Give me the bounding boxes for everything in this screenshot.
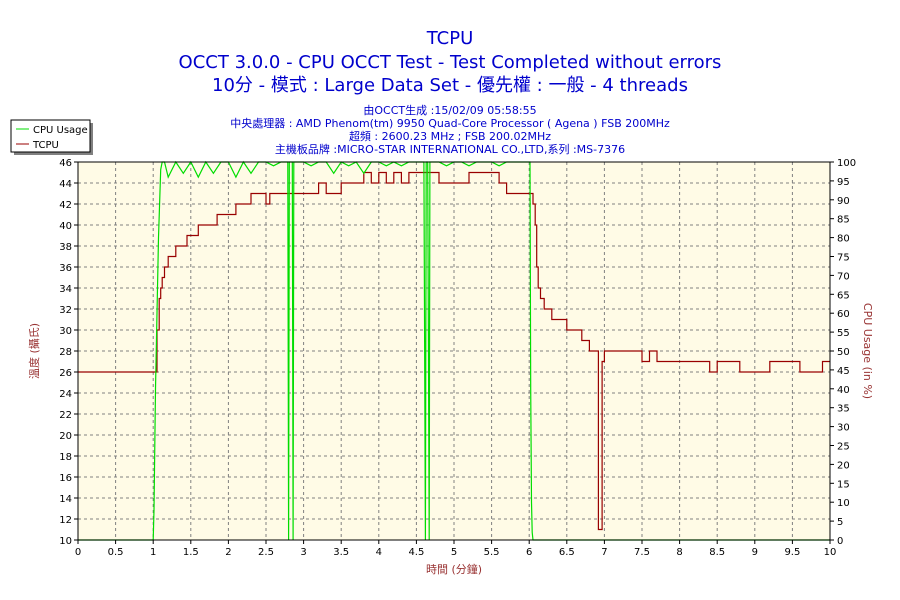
chart-title: TCPU — [426, 28, 474, 49]
y-right-tick-label: 35 — [837, 404, 850, 415]
legend-label-cpu-usage: CPU Usage — [33, 125, 88, 136]
x-tick-label: 8 — [676, 547, 682, 558]
y-left-tick-label: 26 — [59, 368, 72, 379]
y-left-tick-label: 40 — [59, 221, 72, 232]
y-right-tick-label: 10 — [837, 498, 850, 509]
x-tick-label: 0.5 — [108, 547, 124, 558]
y-left-tick-label: 24 — [59, 389, 72, 400]
x-tick-label: 8.5 — [709, 547, 725, 558]
y-left-tick-label: 28 — [59, 347, 72, 358]
ticks: 0 0.5 1 1.5 2 2.5 3 3.5 4 4.5 5 5.5 6 6.5 7 7.5 8 8.5 9 9.5… — [59, 158, 856, 558]
y-right-tick-label: 85 — [837, 215, 850, 226]
y-left-tick-label: 20 — [59, 431, 72, 442]
x-axis-title: 時間 (分鐘) — [426, 562, 482, 576]
x-tick-label: 4.5 — [408, 547, 424, 558]
y-right-tick-label: 80 — [837, 234, 850, 245]
y-right-tick-label: 90 — [837, 196, 850, 207]
y-left-tick-label: 16 — [59, 473, 72, 484]
x-tick-label: 6 — [526, 547, 532, 558]
x-tick-label: 2 — [225, 547, 231, 558]
x-tick-label: 5.5 — [484, 547, 500, 558]
y-right-tick-label: 50 — [837, 347, 850, 358]
y-left-tick-label: 22 — [59, 410, 72, 421]
legend: CPU Usage TCPU — [10, 119, 93, 155]
y-left-tick-label: 44 — [59, 179, 72, 190]
y-left-tick-label: 34 — [59, 284, 72, 295]
y-left-tick-label: 38 — [59, 242, 72, 253]
y-right-tick-label: 5 — [837, 517, 843, 528]
y-right-tick-label: 55 — [837, 328, 850, 339]
y-left-tick-label: 18 — [59, 452, 72, 463]
y-left-tick-label: 14 — [59, 494, 72, 505]
y-right-tick-label: 100 — [837, 158, 856, 169]
y-right-tick-label: 40 — [837, 385, 850, 396]
y-left-tick-label: 32 — [59, 305, 72, 316]
x-tick-label: 3.5 — [333, 547, 349, 558]
y-left-tick-label: 36 — [59, 263, 72, 274]
x-tick-label: 4 — [376, 547, 382, 558]
y-left-tick-label: 30 — [59, 326, 72, 337]
y-axis-left-title: 溫度 (攝氏) — [27, 323, 41, 379]
chart-subtitle: OCCT 3.0.0 - CPU OCCT Test - Test Comple… — [179, 52, 722, 73]
x-tick-label: 6.5 — [559, 547, 575, 558]
y-right-tick-label: 75 — [837, 253, 850, 264]
x-tick-label: 1 — [150, 547, 156, 558]
y-right-tick-label: 70 — [837, 271, 850, 282]
y-right-tick-label: 15 — [837, 479, 850, 490]
legend-label-tcpu: TCPU — [32, 140, 59, 151]
x-tick-label: 3 — [300, 547, 306, 558]
info-generated: 由OCCT生成 :15/02/09 05:58:55 — [363, 103, 536, 117]
chart-subtitle-2: 10分 - 模式 : Large Data Set - 優先權 : 一般 - 4… — [212, 75, 688, 96]
x-tick-label: 9.5 — [784, 547, 800, 558]
y-right-tick-label: 30 — [837, 423, 850, 434]
y-right-tick-label: 20 — [837, 460, 850, 471]
y-axis-right-title: CPU Usage (in %) — [861, 303, 874, 399]
x-tick-label: 2.5 — [258, 547, 274, 558]
x-tick-label: 10 — [824, 547, 837, 558]
series-line-tcpu — [78, 171, 830, 531]
x-tick-label: 7.5 — [634, 547, 650, 558]
y-left-tick-label: 46 — [59, 158, 72, 169]
grid — [78, 162, 830, 540]
y-right-tick-label: 60 — [837, 309, 850, 320]
info-overclock: 超頻 : 2600.23 MHz ; FSB 200.02MHz — [349, 129, 551, 143]
y-left-tick-label: 10 — [59, 536, 72, 547]
x-tick-label: 9 — [752, 547, 758, 558]
y-right-tick-label: 45 — [837, 366, 850, 377]
x-tick-label: 5 — [451, 547, 457, 558]
y-left-tick-label: 12 — [59, 515, 72, 526]
y-right-tick-label: 25 — [837, 442, 850, 453]
y-right-tick-label: 0 — [837, 536, 843, 547]
info-cpu: 中央處理器 : AMD Phenom(tm) 9950 Quad-Core Pr… — [230, 116, 670, 130]
x-tick-label: 0 — [75, 547, 81, 558]
x-tick-label: 1.5 — [183, 547, 199, 558]
y-right-tick-label: 95 — [837, 177, 850, 188]
y-left-tick-label: 42 — [59, 200, 72, 211]
info-motherboard: 主機板品牌 :MICRO-STAR INTERNATIONAL CO.,LTD,… — [275, 142, 625, 156]
x-tick-label: 7 — [601, 547, 607, 558]
legend-box — [10, 119, 91, 153]
y-right-tick-label: 65 — [837, 290, 850, 301]
